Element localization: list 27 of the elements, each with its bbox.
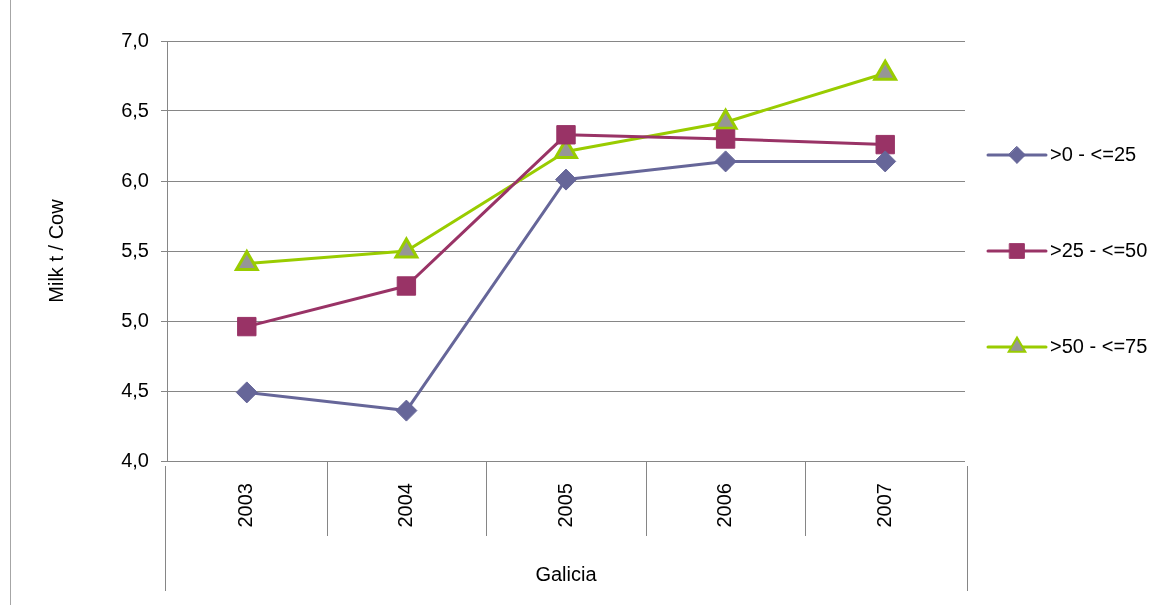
point — [237, 316, 257, 337]
legend-label: >25 - <=50 — [1050, 238, 1148, 261]
point — [556, 125, 576, 145]
point — [395, 399, 418, 422]
y-tick-label: 6,5 — [121, 98, 149, 121]
x-axis-title: Galicia — [535, 562, 598, 585]
y-tick-label: 5,0 — [121, 308, 149, 331]
y-axis-title: Milk t / Cow — [44, 198, 67, 303]
y-tick-label: 6,0 — [121, 168, 149, 191]
x-tick-label: 2005 — [553, 483, 576, 528]
point — [715, 129, 736, 149]
x-tick-label: 2007 — [872, 483, 895, 528]
legend-label: >0 - <=25 — [1050, 142, 1137, 165]
point — [874, 150, 897, 173]
y-tick-label: 7,0 — [121, 28, 149, 51]
point — [555, 168, 577, 191]
x-tick-label: 2003 — [234, 483, 257, 528]
y-tick-label: 5,5 — [121, 238, 149, 261]
x-tick-label: 2006 — [713, 483, 736, 528]
y-tick-label: 4,0 — [121, 448, 149, 471]
point — [714, 150, 737, 173]
point — [875, 134, 895, 155]
point — [235, 381, 258, 404]
legend-label: >50 - <=75 — [1050, 334, 1148, 357]
x-tick-label: 2004 — [393, 483, 416, 528]
point — [396, 276, 417, 296]
y-tick-label: 4,5 — [121, 378, 149, 401]
